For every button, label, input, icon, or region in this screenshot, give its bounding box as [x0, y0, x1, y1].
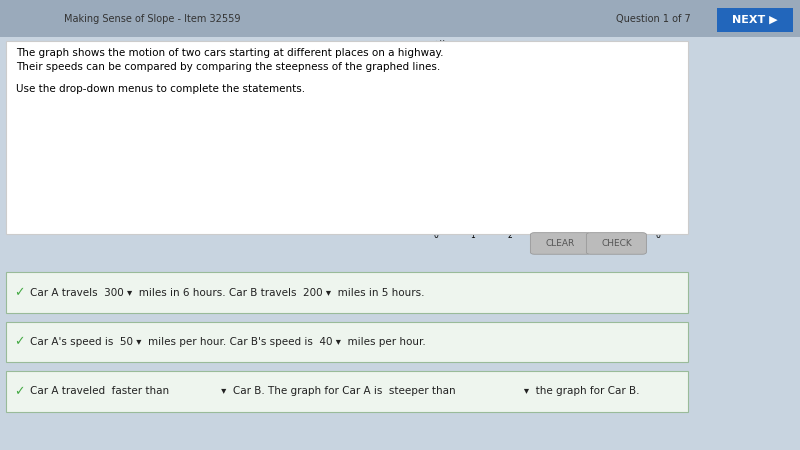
X-axis label: Time (hr): Time (hr): [535, 243, 581, 253]
Text: The graph shows the motion of two cars starting at different places on a highway: The graph shows the motion of two cars s…: [16, 48, 443, 58]
Text: ✓: ✓: [14, 385, 25, 398]
Y-axis label: Distance Traveled
(mi): Distance Traveled (mi): [395, 94, 414, 174]
Text: Car B: Car B: [514, 91, 538, 100]
Text: Car A: Car A: [602, 96, 627, 105]
Text: ✓: ✓: [14, 286, 25, 299]
Text: NEXT ▶: NEXT ▶: [731, 15, 778, 25]
Text: CHECK: CHECK: [601, 239, 632, 248]
Text: Car A traveled  faster than                ▾  Car B. The graph for Car A is  ste: Car A traveled faster than ▾ Car B. The …: [30, 387, 640, 396]
Text: Car A's speed is  50 ▾  miles per hour. Car B's speed is  40 ▾  miles per hour.: Car A's speed is 50 ▾ miles per hour. Ca…: [30, 337, 426, 347]
Text: CLEAR: CLEAR: [546, 239, 575, 248]
Text: ✓: ✓: [14, 336, 25, 348]
Text: Making Sense of Slope - Item 32559: Making Sense of Slope - Item 32559: [64, 14, 241, 24]
Text: Question 1 of 7: Question 1 of 7: [616, 14, 690, 24]
Text: Use the drop-down menus to complete the statements.: Use the drop-down menus to complete the …: [16, 84, 305, 94]
Text: Their speeds can be compared by comparing the steepness of the graphed lines.: Their speeds can be compared by comparin…: [16, 62, 440, 72]
Text: Car A travels  300 ▾  miles in 6 hours. Car B travels  200 ▾  miles in 5 hours.: Car A travels 300 ▾ miles in 6 hours. Ca…: [30, 288, 425, 297]
Text: y: y: [440, 38, 444, 47]
